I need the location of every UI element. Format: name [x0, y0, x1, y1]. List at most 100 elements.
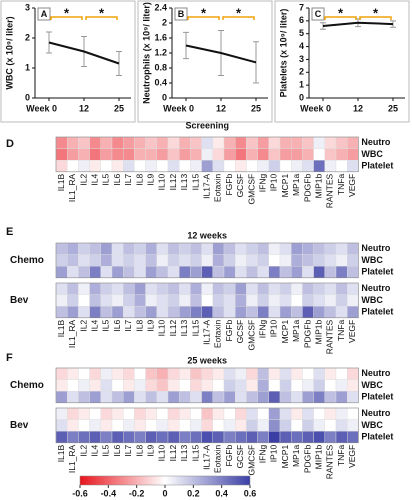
heatmap-cell [313, 266, 326, 279]
row-label: Platelet [361, 266, 393, 276]
heatmap-cell [335, 419, 348, 432]
heatmap-cell [201, 379, 214, 392]
heatmap-cell [178, 419, 191, 432]
heatmap-cell [100, 254, 113, 267]
column-label: IL1B [56, 444, 66, 462]
heatmap-cell [313, 242, 326, 255]
heatmap-cell [201, 266, 214, 279]
heatmap-cell [313, 306, 326, 319]
significance-bracket [187, 16, 220, 20]
heatmap-cell [246, 136, 258, 149]
color-scale-label: 0.2 [187, 488, 200, 498]
x-tick-label: Week 0 [26, 103, 57, 113]
line [185, 44, 257, 64]
y-tick-label: 0.4 [154, 77, 167, 87]
heatmap-cell [347, 431, 359, 444]
heatmap-cell [268, 306, 281, 319]
heatmap-cell [347, 254, 359, 267]
heatmap-cell [279, 136, 292, 149]
heatmap-cell [302, 242, 314, 255]
heatmap-cell [89, 266, 101, 279]
heatmap-cell [134, 136, 146, 149]
heatmap-cell [55, 254, 68, 267]
heatmap-cell [234, 159, 247, 172]
y-tick-label: 2 [25, 32, 30, 42]
heatmap-cell [111, 159, 124, 172]
column-label: IL10 [157, 174, 167, 191]
column-label: IL12 [168, 320, 178, 337]
column-label: IL15 [190, 445, 200, 462]
heatmap-cell [302, 148, 314, 161]
y-axis-label: Platelets (x 10⁹/ liter) [278, 9, 288, 98]
heatmap-cell [347, 367, 359, 380]
heatmap-cell [66, 391, 79, 404]
heatmap-cell [201, 431, 214, 444]
heatmap-cell [100, 431, 113, 444]
heatmap-cell [111, 407, 124, 420]
significance-label: * [99, 5, 105, 20]
heatmap-cell [78, 367, 90, 380]
heatmap-cell [279, 266, 292, 279]
column-label: GMCSF [246, 320, 256, 351]
heatmap-cell [190, 148, 202, 161]
column-label: IL8 [134, 445, 144, 457]
y-tick-label: 0 [162, 92, 167, 102]
heatmap-cell [302, 282, 314, 295]
heatmap-cell [279, 367, 292, 380]
heatmap-cell [212, 266, 225, 279]
heatmap-cell [324, 282, 337, 295]
heatmap-cell [324, 407, 337, 420]
significance-label: * [373, 5, 379, 20]
significance-bracket [359, 16, 392, 20]
heatmap-cell [134, 306, 146, 319]
heatmap-cell [246, 294, 258, 307]
column-label: IL5 [101, 320, 111, 332]
y-tick-label: 0.8 [154, 62, 167, 72]
heatmap-cell [279, 148, 292, 161]
heatmap-cell [279, 407, 292, 420]
heatmap-cell [55, 294, 68, 307]
heatmap-cell [302, 419, 314, 432]
heatmap-cell [324, 159, 337, 172]
heatmap-cell [257, 306, 270, 319]
y-tick-label: 3 [25, 2, 30, 12]
heatmap-cell [234, 242, 247, 255]
row-label: WBC [361, 255, 383, 265]
heatmap-cell [89, 391, 101, 404]
heatmap-cell [89, 254, 101, 267]
color-scale-label: 0 [162, 488, 167, 498]
heatmap-cell [122, 254, 135, 267]
column-label: IL2 [78, 320, 88, 332]
heatmap-cell [78, 419, 90, 432]
row-label: WBC [361, 420, 383, 430]
heatmap-cell [55, 379, 68, 392]
heatmap-cell [156, 254, 169, 267]
color-scale-label: -0.6 [72, 488, 88, 498]
heatmap-cell [268, 294, 281, 307]
heatmap-cell [190, 136, 202, 149]
heatmap-cell [291, 379, 303, 392]
heatmap-cell [291, 159, 303, 172]
heatmap-cell [201, 282, 214, 295]
heatmap-cell [291, 266, 303, 279]
y-tick-label: 0 [299, 92, 304, 102]
heatmap-frame [55, 367, 359, 404]
heatmap-cell [111, 136, 124, 149]
heatmap-cell [223, 407, 236, 420]
x-tick-label: 25 [114, 103, 124, 113]
heatmap-cell [89, 431, 101, 444]
group-label: Bev [10, 420, 29, 431]
row-label: Platelet [361, 306, 393, 316]
column-label: PDGFb [302, 320, 312, 349]
heatmap-cell [302, 391, 314, 404]
column-label: IL15 [190, 174, 200, 191]
column-label: IL8 [134, 320, 144, 332]
x-tick-label: 12 [216, 103, 226, 113]
heatmap-cell [279, 254, 292, 267]
y-tick-label: 0 [25, 92, 30, 102]
heatmap-cell [122, 282, 135, 295]
column-label: IP10 [269, 174, 279, 192]
x-tick-label: Week 0 [163, 103, 194, 113]
heatmap-cell [212, 391, 225, 404]
heatmap-cell [347, 242, 359, 255]
